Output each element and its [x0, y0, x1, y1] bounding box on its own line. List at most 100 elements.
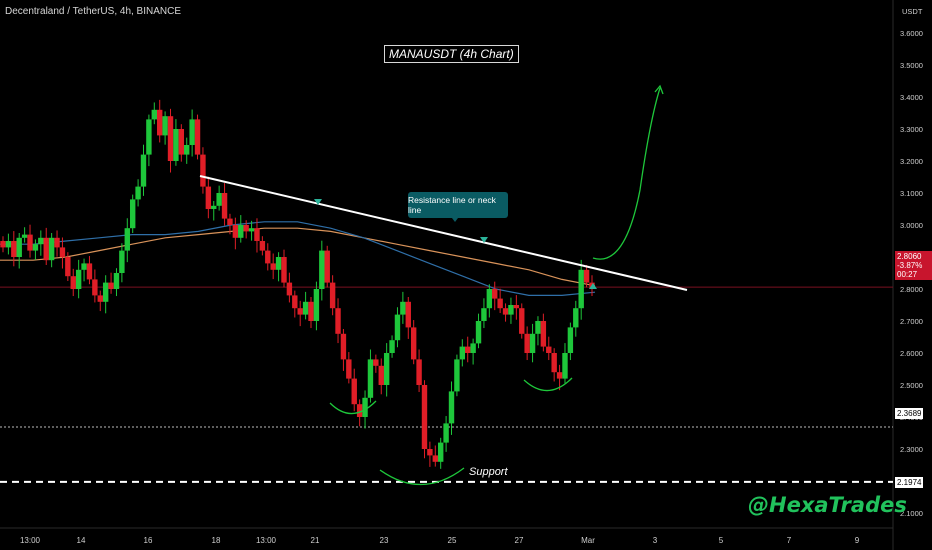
y-tick-label: 3.0000	[900, 221, 923, 230]
candle-body	[524, 333, 530, 353]
candle-body	[470, 343, 476, 353]
candle-body	[221, 193, 228, 219]
candle-body	[546, 346, 552, 353]
candle-body	[410, 327, 417, 360]
candle-body	[275, 257, 282, 270]
y-tick-label: 2.5000	[900, 381, 923, 390]
touch-marker-2	[480, 237, 488, 243]
current-price-tag: 2.8060 -3.87% 00:27	[895, 251, 932, 280]
candle-body	[5, 241, 12, 248]
candle-body	[535, 321, 541, 334]
candle-body	[65, 257, 71, 277]
x-tick-label: 14	[77, 536, 86, 545]
x-tick-label: 21	[311, 536, 320, 545]
candle-body	[75, 269, 82, 289]
candle-body	[427, 449, 433, 456]
symbol-label: Decentraland / TetherUS, 4h, BINANCE	[5, 6, 182, 17]
x-tick-label: 3	[653, 536, 658, 545]
candle-body	[497, 298, 503, 309]
candle-body	[162, 116, 168, 136]
candle-body	[492, 289, 498, 299]
candle-body	[562, 353, 568, 379]
candle-body	[211, 205, 217, 209]
candle-body	[59, 247, 66, 257]
candle-body	[540, 321, 547, 347]
candle-body	[367, 359, 374, 398]
candle-body	[173, 129, 179, 161]
candle-body	[243, 225, 249, 232]
candle-body	[81, 263, 87, 270]
candle-body	[356, 404, 363, 417]
y-tick-label: 2.8000	[900, 285, 923, 294]
y-tick-label: 3.3000	[900, 125, 923, 134]
candle-body	[113, 273, 120, 289]
x-tick-label: Mar	[581, 536, 595, 545]
x-tick-label: 13:00	[20, 536, 41, 545]
candle-body	[583, 269, 590, 283]
candle-body	[551, 353, 557, 373]
y-tick-label: 3.4000	[900, 93, 923, 102]
x-tick-label: 25	[448, 536, 457, 545]
candle-body	[302, 301, 309, 315]
tooltip-pointer	[452, 218, 458, 222]
x-tick-label: 27	[515, 536, 524, 545]
candle-body	[146, 119, 152, 155]
candle-body	[189, 119, 195, 145]
candle-body	[529, 333, 536, 353]
candle-body	[97, 295, 103, 302]
candle-body	[38, 237, 44, 245]
candle-body	[513, 305, 520, 309]
resistance-line	[199, 175, 688, 291]
y-tick-label: 3.6000	[900, 29, 923, 38]
head-arc	[379, 467, 465, 486]
projection-arrowhead	[654, 84, 664, 95]
candle-body	[383, 353, 390, 385]
x-tick-label: 7	[787, 536, 792, 545]
candle-body	[437, 442, 444, 462]
candle-body	[378, 365, 384, 385]
support-label: Support	[469, 466, 508, 478]
candle-body	[465, 346, 471, 353]
y-tick-label: 3.2000	[900, 157, 923, 166]
candle-body	[178, 129, 185, 155]
ma-slow-line	[0, 227, 596, 287]
candle-body	[27, 234, 33, 251]
candle-body	[54, 237, 60, 248]
candle-body	[102, 282, 109, 302]
x-tick-label: 5	[719, 536, 724, 545]
candle-body	[329, 282, 336, 309]
candle-body	[286, 282, 293, 296]
candle-body	[205, 186, 212, 209]
candle-body	[70, 276, 76, 289]
candle-body	[194, 119, 201, 155]
level-tag-1: 2.3689	[895, 408, 924, 419]
candle-body	[346, 359, 352, 379]
candle-body	[443, 423, 449, 443]
candle-body	[405, 301, 411, 328]
candle-body	[292, 295, 298, 309]
candle-body	[259, 241, 266, 251]
candle-body	[448, 391, 455, 424]
candle-timer: 00:27	[897, 270, 918, 279]
candle-body	[297, 308, 303, 315]
candle-body	[567, 327, 574, 353]
candle-body	[129, 199, 136, 229]
candle-body	[508, 305, 514, 315]
candle-body	[216, 193, 222, 206]
candle-body	[270, 263, 276, 270]
candle-body	[184, 145, 190, 155]
touch-marker-3	[589, 283, 597, 289]
chart-title: MANAUSDT (4h Chart)	[384, 45, 519, 63]
current-price: 2.8060	[897, 252, 922, 261]
currency-label: USDT	[902, 7, 923, 16]
left-shoulder-arc	[329, 400, 377, 415]
candle-body	[421, 385, 428, 449]
candle-body	[248, 228, 255, 232]
x-tick-label: 13:00	[256, 536, 277, 545]
candle-body	[362, 397, 368, 417]
y-tick-label: 3.1000	[900, 189, 923, 198]
candle-body	[373, 359, 379, 366]
x-tick-label: 16	[144, 536, 153, 545]
candle-body	[124, 228, 130, 251]
